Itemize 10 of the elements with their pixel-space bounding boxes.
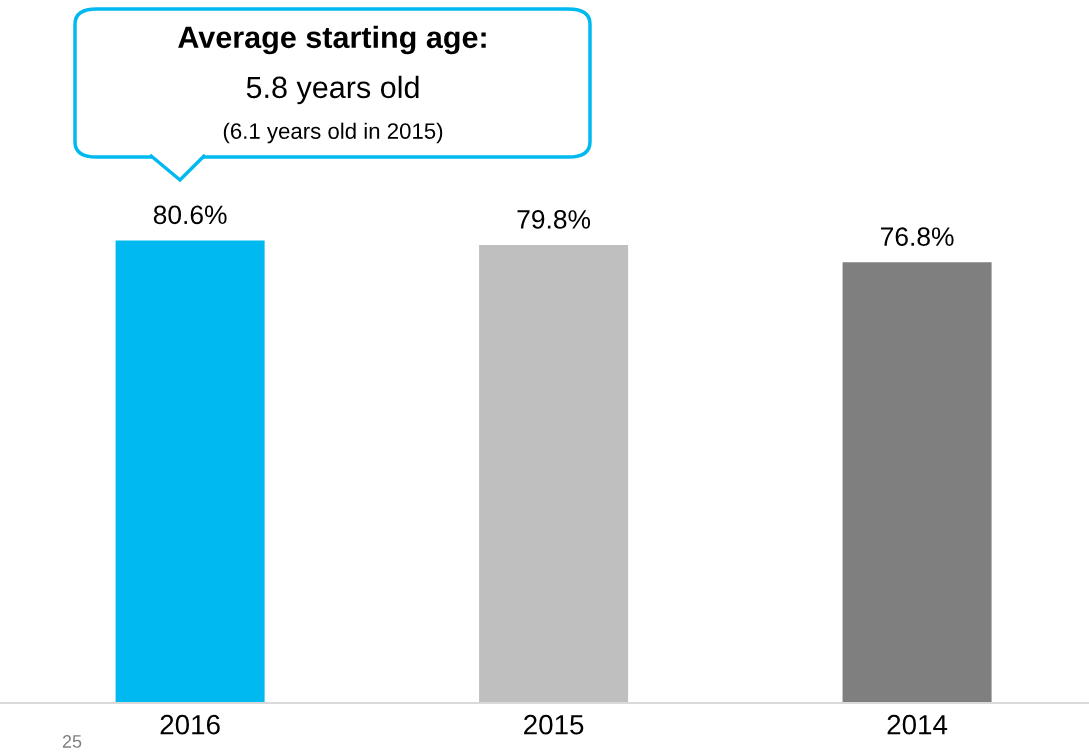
x-tick-label: 2015: [524, 714, 584, 735]
text: (6.1 years old in 2015): [223, 122, 443, 144]
data-label: 79.8%: [517, 210, 591, 229]
text: 5.8 years old: [246, 75, 419, 105]
x-tick-label: 2014: [887, 714, 948, 735]
data-label: 76.8%: [881, 227, 954, 246]
text: 25: [62, 735, 82, 748]
data-label: 80.6%: [153, 205, 227, 225]
x-tick-label: 2016: [160, 714, 220, 735]
text: Average starting age:: [178, 25, 486, 55]
